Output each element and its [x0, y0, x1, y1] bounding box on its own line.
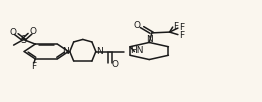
Text: N: N: [146, 35, 153, 44]
Text: F: F: [179, 31, 184, 40]
Text: F: F: [179, 23, 184, 32]
Text: F: F: [173, 22, 179, 31]
Text: N: N: [96, 47, 103, 56]
Text: F: F: [31, 62, 36, 71]
Text: O: O: [134, 21, 141, 30]
Text: O: O: [30, 27, 37, 36]
Text: O: O: [111, 60, 118, 69]
Text: HN: HN: [130, 46, 143, 55]
Text: S: S: [20, 35, 26, 45]
Text: O: O: [10, 28, 17, 37]
Text: N: N: [62, 47, 69, 56]
